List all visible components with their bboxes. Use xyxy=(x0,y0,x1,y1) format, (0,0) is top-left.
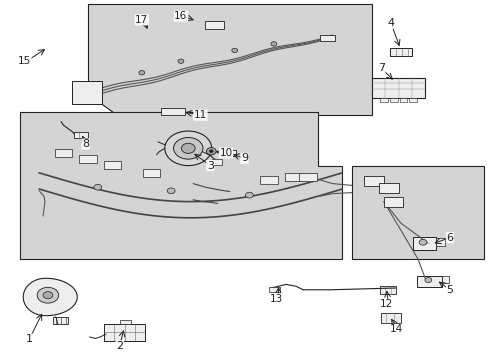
Bar xyxy=(389,98,397,102)
Bar xyxy=(72,81,102,104)
Text: 9: 9 xyxy=(241,153,247,163)
Bar xyxy=(211,159,222,165)
Circle shape xyxy=(94,184,102,190)
Circle shape xyxy=(178,59,183,63)
Polygon shape xyxy=(23,278,77,316)
Circle shape xyxy=(206,148,216,155)
Circle shape xyxy=(245,192,253,198)
Bar xyxy=(399,98,407,102)
Bar xyxy=(320,35,334,41)
Bar xyxy=(55,149,72,157)
Text: 1: 1 xyxy=(26,334,33,344)
Circle shape xyxy=(167,188,175,194)
Text: 17: 17 xyxy=(135,15,148,25)
Text: 4: 4 xyxy=(387,18,394,28)
Bar xyxy=(378,183,398,193)
Bar xyxy=(120,320,130,324)
Text: 3: 3 xyxy=(206,161,213,171)
Text: 2: 2 xyxy=(116,341,123,351)
Polygon shape xyxy=(20,112,342,259)
Bar xyxy=(103,161,121,169)
Bar xyxy=(104,324,145,341)
Bar xyxy=(364,176,383,186)
Bar xyxy=(389,48,411,56)
Polygon shape xyxy=(88,4,371,115)
Bar xyxy=(284,173,302,181)
Circle shape xyxy=(43,292,53,299)
Text: 15: 15 xyxy=(18,56,31,66)
Bar xyxy=(435,238,444,246)
Bar xyxy=(299,173,316,181)
Bar xyxy=(205,21,224,29)
Bar xyxy=(222,150,236,156)
Text: 6: 6 xyxy=(446,233,452,243)
Bar xyxy=(408,98,416,102)
Circle shape xyxy=(418,239,426,245)
Bar xyxy=(441,276,448,283)
Circle shape xyxy=(209,150,213,153)
Text: 14: 14 xyxy=(388,324,402,334)
Bar xyxy=(260,176,277,184)
Bar xyxy=(379,98,387,102)
Bar xyxy=(381,313,400,323)
Text: 8: 8 xyxy=(82,139,89,149)
Circle shape xyxy=(270,42,276,46)
Text: 16: 16 xyxy=(174,11,187,21)
Text: 5: 5 xyxy=(446,285,452,295)
Bar xyxy=(142,169,160,177)
Bar xyxy=(371,78,425,98)
Circle shape xyxy=(173,138,203,159)
Text: 12: 12 xyxy=(379,299,392,309)
Bar xyxy=(416,276,441,287)
Circle shape xyxy=(37,287,59,303)
Circle shape xyxy=(164,131,211,166)
Circle shape xyxy=(231,48,237,53)
Text: 11: 11 xyxy=(193,110,207,120)
Circle shape xyxy=(181,143,195,153)
Bar xyxy=(74,132,88,138)
Polygon shape xyxy=(351,166,483,259)
Bar xyxy=(161,108,184,115)
Bar xyxy=(383,197,403,207)
Circle shape xyxy=(139,71,144,75)
Circle shape xyxy=(424,278,431,283)
Text: 7: 7 xyxy=(377,63,384,73)
Bar xyxy=(79,155,97,163)
Bar xyxy=(379,286,395,294)
Bar xyxy=(53,317,68,324)
Text: 13: 13 xyxy=(269,294,283,304)
Bar xyxy=(268,287,279,292)
Text: 10: 10 xyxy=(219,148,232,158)
Bar xyxy=(412,237,435,250)
